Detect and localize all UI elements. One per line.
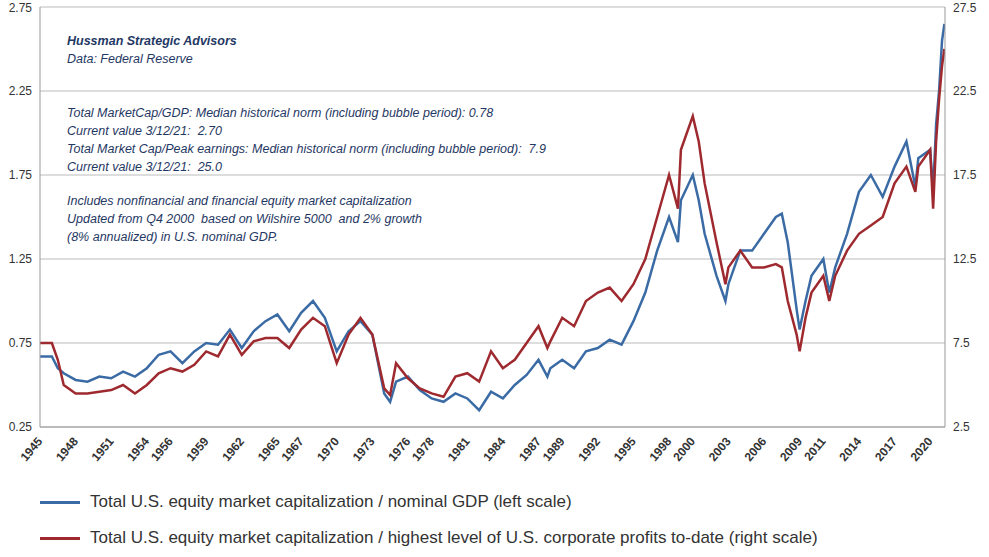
svg-text:2000: 2000 — [670, 434, 698, 464]
svg-text:1965: 1965 — [255, 434, 283, 464]
svg-text:7.5: 7.5 — [953, 336, 970, 350]
html-text:Total Market Cap/Peak earnings: Total Market Cap/Peak earnings: Median h… — [67, 142, 546, 156]
svg-text:1981: 1981 — [445, 434, 473, 464]
svg-text:0.25: 0.25 — [9, 420, 33, 434]
svg-text:1998: 1998 — [647, 434, 675, 464]
svg-text:1987: 1987 — [516, 434, 544, 464]
html-text:Current value 3/12/21: 25.0: Current value 3/12/21: 25.0 — [67, 160, 222, 174]
svg-text:1984: 1984 — [480, 434, 508, 464]
svg-text:2.75: 2.75 — [9, 1, 33, 15]
svg-text:2006: 2006 — [741, 434, 769, 464]
svg-text:1989: 1989 — [540, 434, 568, 464]
svg-text:2011: 2011 — [801, 434, 829, 463]
svg-text:1948: 1948 — [53, 434, 81, 464]
svg-text:1978: 1978 — [409, 434, 437, 464]
html-text:Includes nonfinancial and fina: Includes nonfinancial and financial equi… — [67, 194, 412, 208]
svg-text:2017: 2017 — [872, 434, 900, 464]
html-text:Data: Federal Reserve: Data: Federal Reserve — [67, 52, 193, 66]
html-text:Updated from Q4 2000 based on: Updated from Q4 2000 based on Wilshire 5… — [67, 212, 422, 226]
svg-text:2003: 2003 — [706, 434, 734, 464]
svg-text:2.5: 2.5 — [953, 420, 970, 434]
svg-text:1954: 1954 — [124, 434, 152, 464]
svg-text:27.5: 27.5 — [953, 1, 977, 15]
svg-text:1945: 1945 — [17, 434, 45, 464]
svg-text:2009: 2009 — [777, 434, 805, 464]
html-text:Current value 3/12/21: 2.70: Current value 3/12/21: 2.70 — [67, 124, 222, 138]
svg-text:1962: 1962 — [219, 434, 247, 464]
svg-text:1959: 1959 — [184, 434, 212, 464]
svg-text:1956: 1956 — [148, 434, 176, 464]
svg-text:1967: 1967 — [279, 434, 307, 464]
html-text:Total U.S. equity market capit: Total U.S. equity market capitalization … — [90, 528, 818, 547]
svg-text:0.75: 0.75 — [9, 336, 33, 350]
svg-text:2014: 2014 — [836, 434, 864, 464]
svg-text:2020: 2020 — [908, 434, 936, 464]
svg-text:22.5: 22.5 — [953, 84, 977, 98]
svg-text:1973: 1973 — [350, 434, 378, 464]
html-text:(8% annualized) in U.S. nomina: (8% annualized) in U.S. nominal GDP. — [67, 230, 278, 244]
svg-text:17.5: 17.5 — [953, 168, 977, 182]
html-text:Total MarketCap/GDP: Median hi: Total MarketCap/GDP: Median historical n… — [67, 106, 494, 120]
svg-text:1.25: 1.25 — [9, 252, 33, 266]
svg-text:1.75: 1.75 — [9, 168, 33, 182]
svg-text:1951: 1951 — [89, 434, 117, 464]
svg-text:1992: 1992 — [575, 434, 603, 464]
svg-text:12.5: 12.5 — [953, 252, 977, 266]
svg-text:1976: 1976 — [385, 434, 413, 464]
svg-text:2.25: 2.25 — [9, 84, 33, 98]
svg-text:1970: 1970 — [314, 434, 342, 464]
svg-text:1995: 1995 — [611, 434, 639, 464]
html-text:Total U.S. equity market capit: Total U.S. equity market capitalization … — [90, 492, 572, 511]
html-text:Hussman Strategic Advisors: Hussman Strategic Advisors — [67, 34, 237, 48]
